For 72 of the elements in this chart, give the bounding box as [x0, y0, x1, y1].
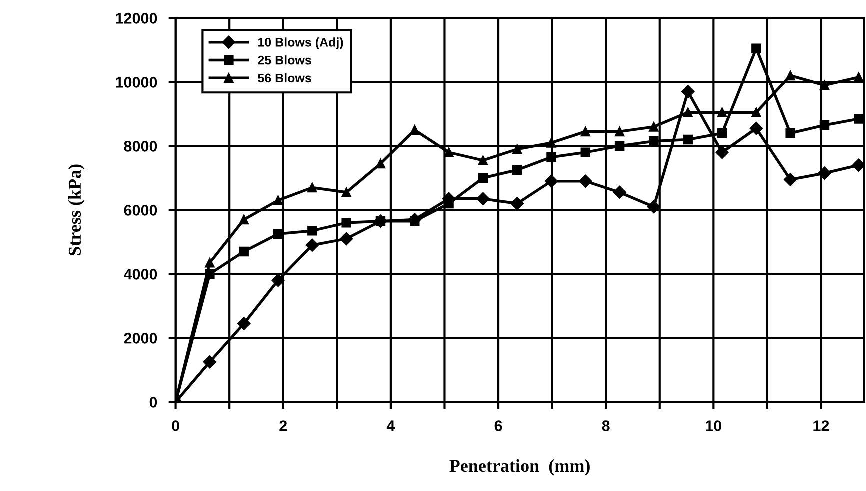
point [820, 80, 830, 90]
point [717, 128, 728, 138]
point [444, 148, 454, 158]
point [649, 136, 659, 146]
point [649, 122, 659, 132]
point [579, 174, 592, 188]
point [376, 158, 386, 169]
point [205, 258, 215, 268]
point [683, 134, 693, 145]
point [306, 238, 320, 252]
point [752, 108, 762, 118]
point [544, 174, 558, 188]
point [342, 218, 352, 228]
point [647, 200, 661, 214]
x-tick-label: 2 [280, 420, 288, 432]
y-axis-title: Stress (kPa) [68, 164, 85, 256]
x-tick-label: 4 [386, 420, 396, 432]
point [478, 173, 488, 184]
point [273, 229, 284, 240]
point [239, 246, 249, 257]
legend-label: 25 Blows [258, 56, 312, 65]
point [613, 186, 626, 200]
x-tick-label: 10 [706, 420, 722, 432]
point [476, 192, 490, 206]
point [238, 317, 251, 330]
point [854, 72, 864, 82]
point [784, 173, 798, 186]
legend-label: 10 Blows (Adj) [258, 38, 344, 50]
y-tick-label: 10000 [116, 77, 158, 88]
point [818, 166, 832, 180]
point [308, 182, 318, 193]
point [682, 85, 695, 98]
y-tick-label: 8000 [124, 141, 158, 152]
point [273, 196, 284, 206]
point [512, 144, 522, 154]
point [717, 108, 728, 118]
point [478, 156, 488, 166]
point [852, 158, 864, 172]
point [239, 214, 249, 225]
point [308, 226, 318, 236]
y-tick-label: 12000 [116, 13, 158, 24]
point [340, 232, 354, 246]
x-tick-label: 6 [494, 420, 502, 432]
x-tick-label: 8 [602, 420, 610, 432]
point [614, 141, 625, 152]
y-tick-label: 0 [150, 396, 158, 408]
legend-label: 56 Blows [258, 73, 312, 83]
point [683, 108, 693, 118]
point [580, 126, 591, 137]
point [510, 197, 524, 210]
point [786, 70, 796, 81]
point [580, 148, 591, 158]
x-tick-label: 0 [172, 420, 180, 432]
point [786, 128, 796, 138]
point [750, 122, 764, 136]
point [820, 120, 830, 130]
point [512, 165, 522, 176]
y-tick-label: 4000 [124, 269, 158, 280]
point [272, 274, 285, 288]
point [546, 138, 556, 148]
point [203, 356, 217, 369]
point [342, 188, 352, 198]
y-tick-label: 6000 [124, 205, 158, 216]
point [854, 114, 864, 124]
x-tick-label: 12 [814, 420, 830, 432]
point [410, 125, 420, 136]
point [716, 146, 729, 160]
x-axis-title: Penetration (mm) [450, 459, 590, 476]
point [614, 126, 625, 137]
point [546, 152, 556, 162]
y-tick-label: 2000 [124, 333, 158, 344]
point [752, 44, 762, 54]
